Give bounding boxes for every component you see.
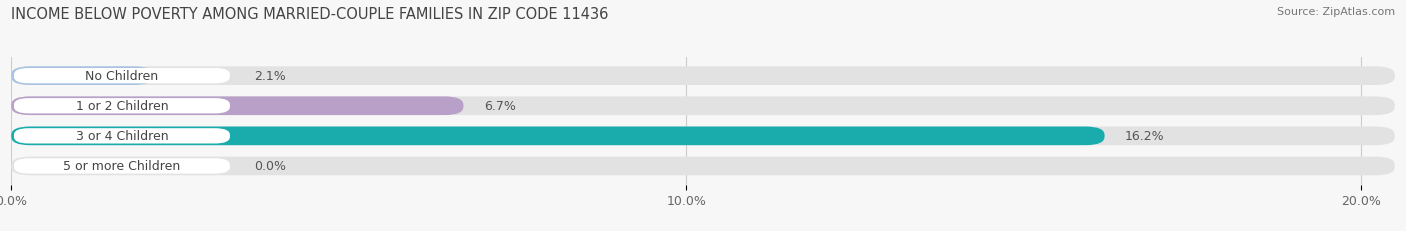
FancyBboxPatch shape — [11, 157, 1395, 176]
Text: 6.7%: 6.7% — [484, 100, 516, 113]
FancyBboxPatch shape — [11, 97, 1395, 116]
FancyBboxPatch shape — [11, 67, 153, 86]
FancyBboxPatch shape — [14, 129, 231, 144]
FancyBboxPatch shape — [11, 127, 1105, 146]
Text: 5 or more Children: 5 or more Children — [63, 160, 180, 173]
FancyBboxPatch shape — [11, 127, 1395, 146]
Text: 1 or 2 Children: 1 or 2 Children — [76, 100, 169, 113]
FancyBboxPatch shape — [11, 67, 1395, 86]
FancyBboxPatch shape — [14, 69, 231, 84]
Text: INCOME BELOW POVERTY AMONG MARRIED-COUPLE FAMILIES IN ZIP CODE 11436: INCOME BELOW POVERTY AMONG MARRIED-COUPL… — [11, 7, 609, 22]
Text: 16.2%: 16.2% — [1125, 130, 1164, 143]
FancyBboxPatch shape — [14, 99, 231, 114]
FancyBboxPatch shape — [11, 97, 464, 116]
FancyBboxPatch shape — [14, 159, 231, 174]
Text: 2.1%: 2.1% — [254, 70, 285, 83]
Text: 0.0%: 0.0% — [254, 160, 287, 173]
Text: 3 or 4 Children: 3 or 4 Children — [76, 130, 169, 143]
Text: No Children: No Children — [86, 70, 159, 83]
Text: Source: ZipAtlas.com: Source: ZipAtlas.com — [1277, 7, 1395, 17]
